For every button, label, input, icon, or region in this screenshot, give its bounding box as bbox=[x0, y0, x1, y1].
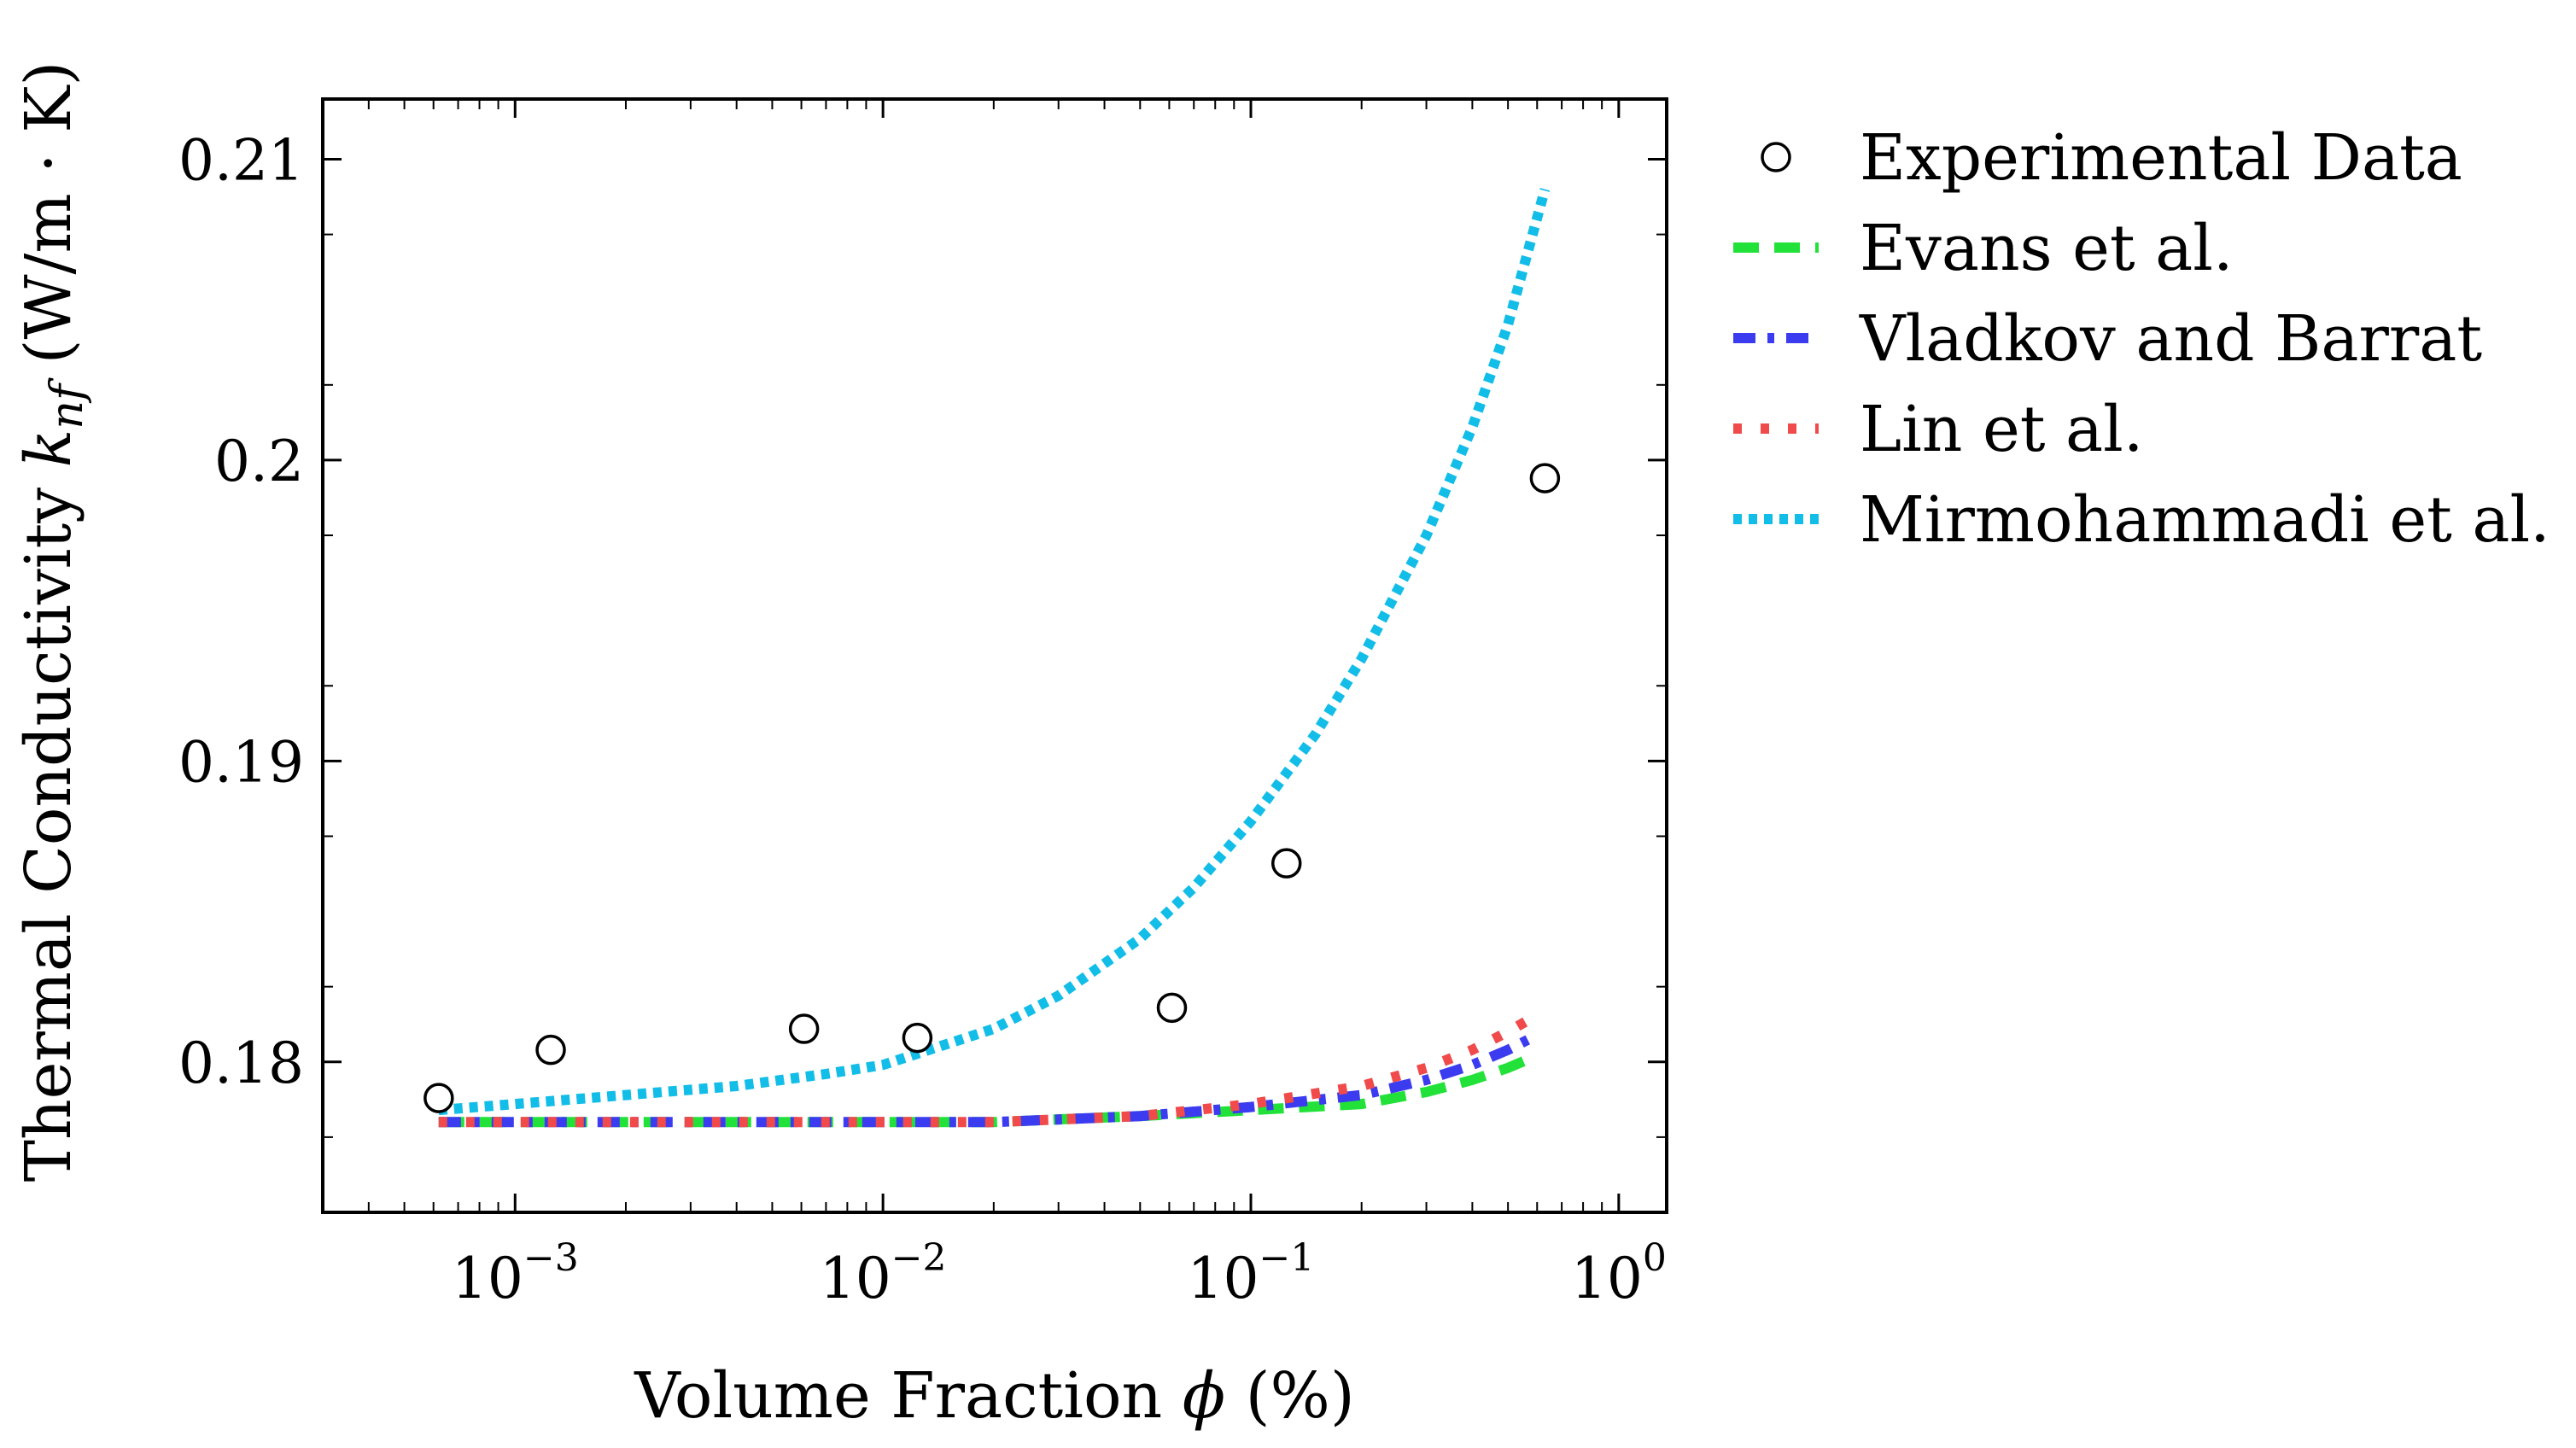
data-point bbox=[1270, 848, 1302, 879]
legend-label: Evans et al. bbox=[1860, 212, 2233, 285]
y-tick-label: 0.21 bbox=[178, 127, 304, 193]
x-tick-label: 10−2 bbox=[820, 1236, 947, 1311]
legend-item-experimental-data: Experimental Data bbox=[1761, 121, 2462, 195]
legend-label: Vladkov and Barrat bbox=[1859, 302, 2482, 376]
legend: Experimental Data Evans et al. Vladkov and… bbox=[1733, 121, 2550, 557]
series-layer bbox=[423, 188, 1561, 1128]
tick-labels-layer: 10−3 10−2 10−1 100 0.18 0.19 0.2 0.21 bbox=[178, 127, 1667, 1311]
series-line-mirmohammadi-et-al bbox=[438, 188, 1551, 1116]
data-point bbox=[1156, 992, 1188, 1024]
legend-label: Experimental Data bbox=[1860, 121, 2462, 195]
ticks-layer bbox=[322, 99, 1667, 1212]
series-line-lin-et-al bbox=[438, 1015, 1532, 1128]
x-axis-title: Volume Fraction ϕ (%) bbox=[634, 1359, 1354, 1433]
series-line-evans-et-al bbox=[438, 1054, 1532, 1128]
x-tick-label: 10−1 bbox=[1188, 1236, 1315, 1311]
x-tick-label: 100 bbox=[1571, 1236, 1667, 1311]
legend-item-evans-et-al: Evans et al. bbox=[1733, 212, 2233, 285]
legend-item-mirmohammadi-et-al: Mirmohammadi et al. bbox=[1733, 483, 2550, 557]
y-tick-label: 0.18 bbox=[178, 1031, 304, 1096]
data-point bbox=[902, 1022, 933, 1054]
data-point bbox=[535, 1034, 566, 1066]
series-line-vladkov-and-barrat bbox=[438, 1033, 1534, 1128]
y-tick-label: 0.19 bbox=[178, 729, 304, 795]
legend-item-vladkov-and-barrat: Vladkov and Barrat bbox=[1733, 302, 2482, 376]
data-point bbox=[788, 1013, 820, 1044]
legend-label: Mirmohammadi et al. bbox=[1860, 483, 2550, 557]
legend-item-lin-et-al: Lin et al. bbox=[1733, 393, 2143, 466]
data-point bbox=[1529, 463, 1561, 493]
x-tick-label: 10−3 bbox=[452, 1236, 579, 1311]
legend-label: Lin et al. bbox=[1860, 393, 2143, 466]
y-tick-label: 0.2 bbox=[214, 429, 304, 494]
plot-frame bbox=[321, 97, 1668, 1214]
y-axis-title: Thermal Conductivity knf (W/m · K) bbox=[12, 61, 93, 1182]
legend-marker bbox=[1761, 142, 1791, 172]
data-point bbox=[423, 1083, 454, 1113]
